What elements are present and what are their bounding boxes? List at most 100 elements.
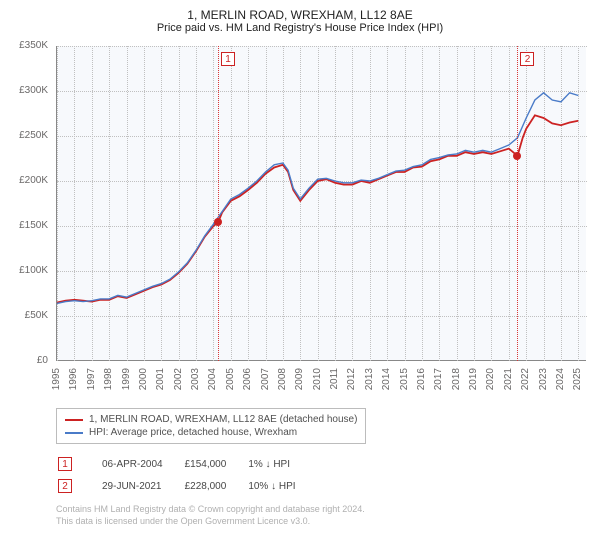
x-tick-label: 2016 [416, 368, 427, 390]
legend-swatch-icon [65, 432, 83, 434]
legend-label: 1, MERLIN ROAD, WREXHAM, LL12 8AE (detac… [89, 414, 357, 425]
x-tick-label: 2011 [329, 368, 340, 390]
footer-line: Contains HM Land Registry data © Crown c… [56, 504, 588, 516]
x-tick-label: 2013 [364, 368, 375, 390]
gridline [57, 91, 587, 92]
gridline-vertical [370, 46, 371, 361]
x-tick-label: 2018 [451, 368, 462, 390]
gridline-vertical [422, 46, 423, 361]
event-row: 2 29-JUN-2021 £228,000 10% ↓ HPI [58, 476, 316, 496]
x-tick-label: 2002 [173, 368, 184, 390]
x-tick-label: 2017 [433, 368, 444, 390]
gridline-vertical [109, 46, 110, 361]
arrow-down-icon: ↓ [271, 481, 276, 492]
event-dot-icon [513, 152, 521, 160]
y-tick-label: £50K [8, 310, 48, 321]
x-tick-label: 2023 [538, 368, 549, 390]
y-tick-label: £100K [8, 265, 48, 276]
x-tick-label: 2005 [225, 368, 236, 390]
x-tick-label: 1999 [121, 368, 132, 390]
gridline-vertical [387, 46, 388, 361]
event-flag-icon: 2 [520, 52, 534, 66]
y-tick-label: £300K [8, 85, 48, 96]
x-tick-label: 2006 [242, 368, 253, 390]
gridline-vertical [179, 46, 180, 361]
gridline-vertical [213, 46, 214, 361]
gridline [57, 46, 587, 47]
x-tick-label: 2004 [207, 368, 218, 390]
gridline-vertical [74, 46, 75, 361]
gridline-vertical [266, 46, 267, 361]
gridline-vertical [318, 46, 319, 361]
gridline-vertical [127, 46, 128, 361]
x-tick-label: 2001 [155, 368, 166, 390]
gridline-vertical [526, 46, 527, 361]
gridline-vertical [405, 46, 406, 361]
x-tick-label: 1997 [86, 368, 97, 390]
gridline-vertical [439, 46, 440, 361]
y-tick-label: £350K [8, 40, 48, 51]
gridline [57, 226, 587, 227]
x-tick-label: 2021 [503, 368, 514, 390]
event-date: 29-JUN-2021 [102, 476, 183, 496]
footer-line: This data is licensed under the Open Gov… [56, 516, 588, 528]
x-tick-label: 2007 [260, 368, 271, 390]
y-tick-label: £150K [8, 220, 48, 231]
x-tick-label: 2008 [277, 368, 288, 390]
x-tick-label: 1995 [51, 368, 62, 390]
footer: Contains HM Land Registry data © Crown c… [56, 504, 588, 527]
gridline-vertical [283, 46, 284, 361]
event-flag-icon: 1 [221, 52, 235, 66]
gridline-vertical [196, 46, 197, 361]
event-price: £228,000 [185, 476, 247, 496]
legend-swatch-icon [65, 419, 83, 421]
gridline [57, 316, 587, 317]
event-date: 06-APR-2004 [102, 454, 183, 474]
gridline-vertical [509, 46, 510, 361]
x-tick-label: 2024 [555, 368, 566, 390]
gridline-vertical [578, 46, 579, 361]
gridline-vertical [92, 46, 93, 361]
x-tick-label: 2015 [399, 368, 410, 390]
legend-item: 1, MERLIN ROAD, WREXHAM, LL12 8AE (detac… [65, 413, 357, 426]
x-tick-label: 2019 [468, 368, 479, 390]
x-tick-label: 2010 [312, 368, 323, 390]
gridline-vertical [457, 46, 458, 361]
event-divider [218, 46, 219, 361]
events-table: 1 06-APR-2004 £154,000 1% ↓ HPI 2 29-JUN… [56, 452, 318, 498]
legend: 1, MERLIN ROAD, WREXHAM, LL12 8AE (detac… [56, 408, 366, 444]
y-tick-label: £200K [8, 175, 48, 186]
x-tick-label: 2025 [572, 368, 583, 390]
gridline [57, 271, 587, 272]
page-subtitle: Price paid vs. HM Land Registry's House … [12, 22, 588, 34]
gridline-vertical [231, 46, 232, 361]
event-delta: 10% ↓ HPI [248, 476, 315, 496]
gridline-vertical [474, 46, 475, 361]
gridline-vertical [335, 46, 336, 361]
event-row: 1 06-APR-2004 £154,000 1% ↓ HPI [58, 454, 316, 474]
gridline-vertical [491, 46, 492, 361]
x-tick-label: 2003 [190, 368, 201, 390]
x-tick-label: 1996 [68, 368, 79, 390]
gridline-vertical [300, 46, 301, 361]
x-tick-label: 2020 [485, 368, 496, 390]
x-tick-label: 2012 [346, 368, 357, 390]
event-delta: 1% ↓ HPI [248, 454, 315, 474]
gridline-vertical [352, 46, 353, 361]
chart-container: 12 £0£50K£100K£150K£200K£250K£300K£350K … [12, 40, 588, 400]
gridline-vertical [57, 46, 58, 361]
event-divider [517, 46, 518, 361]
plot-area: 12 [56, 46, 586, 361]
x-tick-label: 2000 [138, 368, 149, 390]
gridline-vertical [544, 46, 545, 361]
chart-lines [57, 46, 587, 361]
x-tick-label: 1998 [103, 368, 114, 390]
gridline-vertical [248, 46, 249, 361]
y-tick-label: £250K [8, 130, 48, 141]
legend-item: HPI: Average price, detached house, Wrex… [65, 426, 357, 439]
gridline-vertical [561, 46, 562, 361]
gridline [57, 136, 587, 137]
gridline-vertical [144, 46, 145, 361]
gridline [57, 181, 587, 182]
gridline-vertical [161, 46, 162, 361]
